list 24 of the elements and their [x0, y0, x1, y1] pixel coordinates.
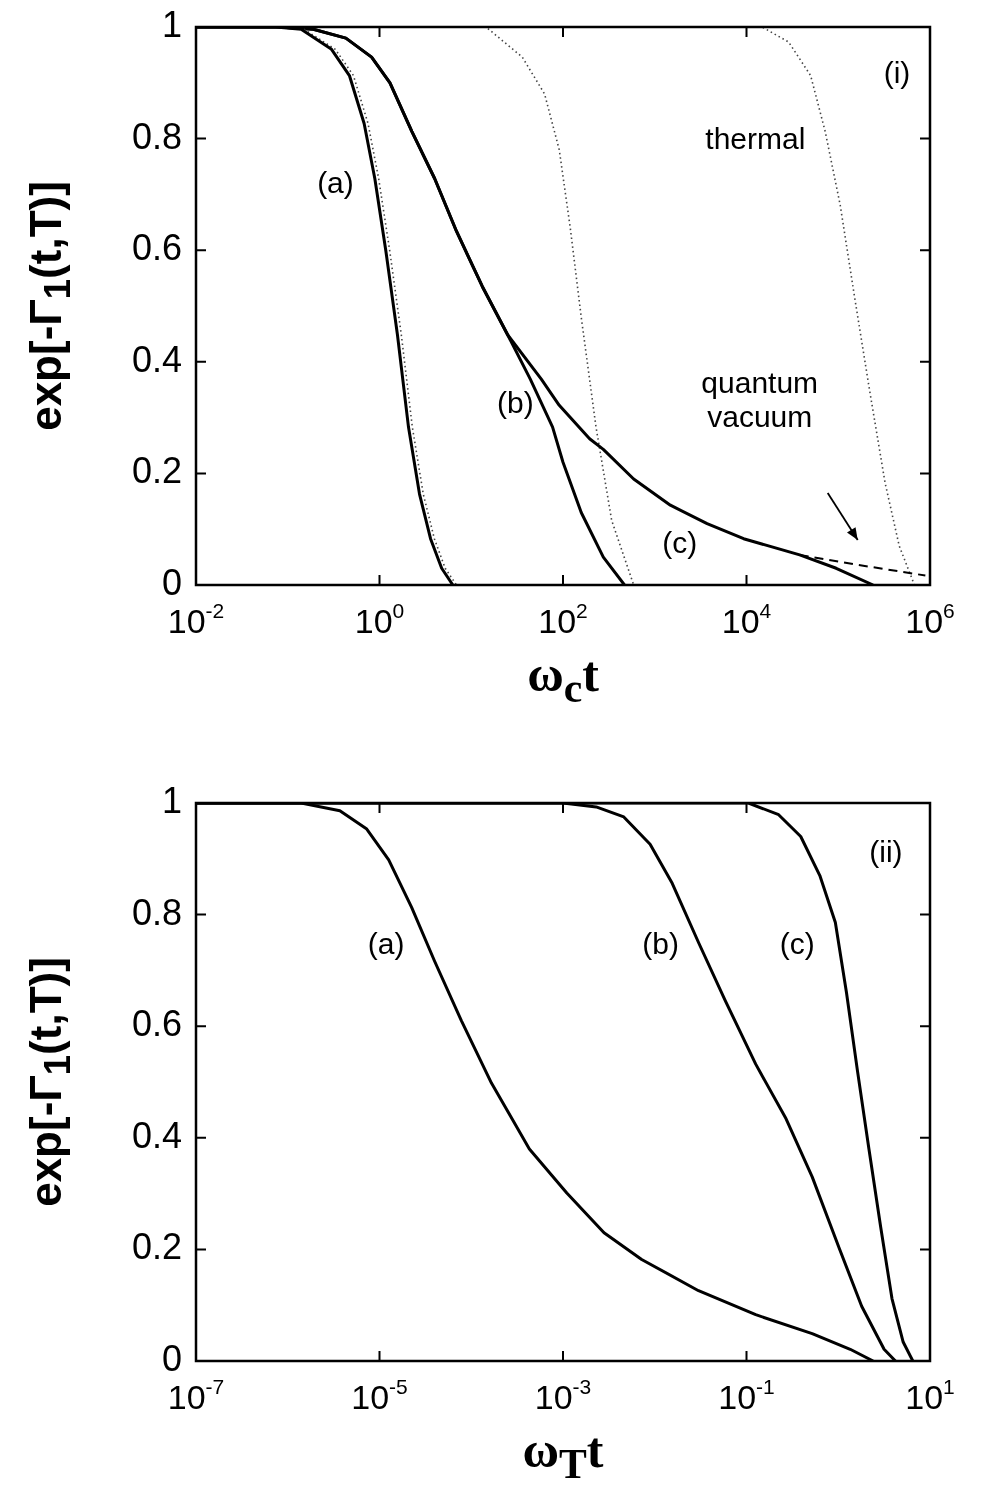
annotation: (a): [367, 927, 405, 961]
y-tick-label: 1: [161, 3, 182, 45]
annotation: thermal: [705, 121, 806, 155]
annotation: (a): [317, 166, 354, 200]
annotation: (c): [779, 927, 815, 961]
annotation: (b): [642, 927, 679, 961]
annotation: (i): [883, 56, 911, 90]
annotation: quantum vacuum: [701, 366, 819, 434]
y-tick-label: 0: [161, 1337, 182, 1379]
y-tick-label: 1: [161, 779, 182, 821]
y-tick-label: 0.8: [131, 891, 182, 933]
annotation: (b): [496, 386, 534, 420]
x-axis-title: ω$_{T}$t: [521, 1421, 605, 1486]
y-tick-label: 0.6: [131, 1003, 182, 1045]
y-tick-label: 0.4: [131, 1114, 182, 1156]
y-tick-label: 0: [161, 561, 182, 603]
annotation: (c): [662, 526, 698, 560]
annotation: (ii): [869, 835, 903, 869]
y-tick-label: 0.8: [131, 115, 182, 157]
x-axis-title: ω$_{c}$t: [526, 645, 600, 712]
y-tick-label: 0.4: [131, 338, 182, 380]
y-tick-label: 0.2: [131, 1226, 182, 1268]
y-tick-label: 0.2: [131, 450, 182, 492]
y-tick-label: 0.6: [131, 227, 182, 269]
